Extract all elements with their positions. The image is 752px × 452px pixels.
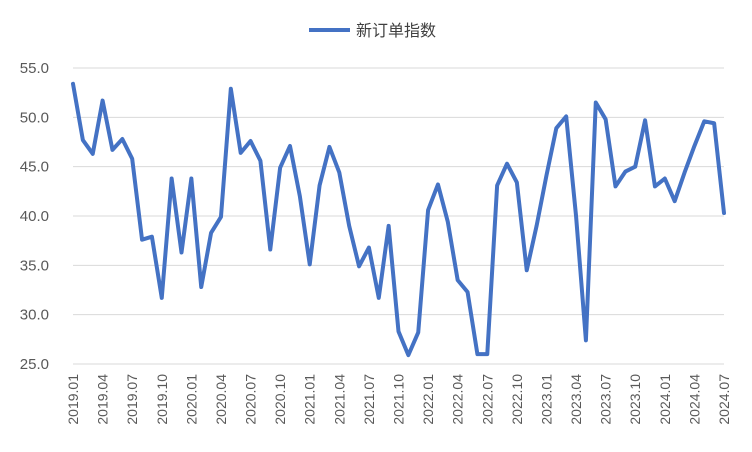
x-tick-label: 2023.07 [598,374,614,425]
legend-label: 新订单指数 [356,21,436,40]
y-tick-label: 50.0 [20,109,49,126]
x-tick-label: 2023.04 [568,374,584,425]
x-tick-label: 2023.01 [538,374,554,425]
y-tick-label: 55.0 [20,60,49,77]
x-tick-label: 2020.10 [272,374,288,425]
x-tick-label: 2021.04 [331,374,347,425]
y-axis-ticks: 25.0 30.0 35.0 40.0 45.0 50.0 55.0 [20,60,49,373]
y-tick-label: 30.0 [20,307,49,324]
x-tick-label: 2019.04 [95,374,111,425]
x-tick-label: 2023.10 [627,374,643,425]
x-tick-label: 2021.10 [391,374,407,425]
legend: 新订单指数 [309,21,436,40]
x-tick-label: 2020.01 [183,374,199,425]
x-tick-label: 2024.04 [686,374,702,425]
x-tick-label: 2020.07 [243,374,259,425]
x-tick-label: 2024.07 [716,374,732,425]
y-tick-label: 35.0 [20,257,49,274]
y-tick-label: 25.0 [20,356,49,373]
x-tick-label: 2020.04 [213,374,229,425]
x-tick-label: 2019.07 [124,374,140,425]
y-tick-label: 40.0 [20,208,49,225]
y-tick-label: 45.0 [20,159,49,176]
x-tick-label: 2022.10 [509,374,525,425]
x-tick-label: 2019.10 [154,374,170,425]
x-tick-label: 2024.01 [657,374,673,425]
x-tick-label: 2019.01 [65,374,81,425]
x-axis-ticks: 2019.01 2019.04 2019.07 2019.10 2020.01 2020.… [65,374,732,425]
x-tick-label: 2021.07 [361,374,377,425]
x-tick-label: 2022.04 [450,374,466,425]
series-group [71,81,726,358]
x-tick-label: 2021.01 [302,374,318,425]
x-tick-label: 2022.07 [479,374,495,425]
x-tick-label: 2022.01 [420,374,436,425]
